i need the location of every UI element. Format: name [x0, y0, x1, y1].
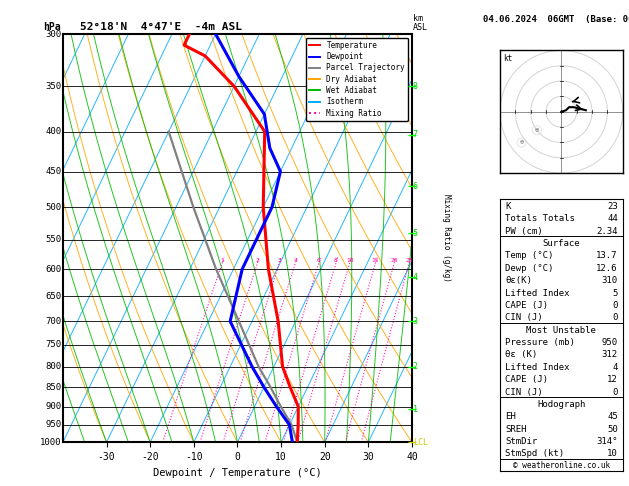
- Text: 13.7: 13.7: [596, 251, 618, 260]
- Text: CAPE (J): CAPE (J): [505, 301, 548, 310]
- Text: 800: 800: [45, 362, 61, 371]
- Text: 5: 5: [613, 289, 618, 297]
- Text: 2: 2: [255, 259, 259, 263]
- Text: 44: 44: [607, 214, 618, 224]
- Text: Pressure (mb): Pressure (mb): [505, 338, 575, 347]
- Text: K: K: [505, 202, 510, 211]
- Text: Hodograph: Hodograph: [537, 400, 586, 409]
- Text: CAPE (J): CAPE (J): [505, 375, 548, 384]
- Text: 0: 0: [613, 301, 618, 310]
- Text: 45: 45: [607, 412, 618, 421]
- Text: Lifted Index: Lifted Index: [505, 289, 569, 297]
- Text: 550: 550: [45, 235, 61, 244]
- Text: SREH: SREH: [505, 425, 526, 434]
- Text: hPa: hPa: [43, 22, 61, 32]
- Text: 15: 15: [372, 259, 379, 263]
- Text: 750: 750: [45, 340, 61, 349]
- Text: 6: 6: [317, 259, 321, 263]
- Text: 2: 2: [413, 362, 418, 371]
- Text: 314°: 314°: [596, 437, 618, 446]
- Text: Mixing Ratio (g/kg): Mixing Ratio (g/kg): [442, 194, 452, 282]
- Text: 850: 850: [45, 382, 61, 392]
- Text: 950: 950: [602, 338, 618, 347]
- Text: km
ASL: km ASL: [413, 14, 428, 32]
- Text: 3: 3: [413, 317, 418, 326]
- Text: 310: 310: [602, 276, 618, 285]
- Legend: Temperature, Dewpoint, Parcel Trajectory, Dry Adiabat, Wet Adiabat, Isotherm, Mi: Temperature, Dewpoint, Parcel Trajectory…: [306, 38, 408, 121]
- Text: 8: 8: [413, 82, 418, 91]
- Text: θε (K): θε (K): [505, 350, 537, 360]
- Text: 300: 300: [45, 30, 61, 38]
- Text: 12.6: 12.6: [596, 264, 618, 273]
- Text: 450: 450: [45, 167, 61, 176]
- Text: 1000: 1000: [40, 438, 61, 447]
- X-axis label: Dewpoint / Temperature (°C): Dewpoint / Temperature (°C): [153, 468, 322, 478]
- Text: 650: 650: [45, 292, 61, 301]
- Text: 6: 6: [413, 182, 418, 191]
- Text: StmSpd (kt): StmSpd (kt): [505, 450, 564, 458]
- Text: 4: 4: [293, 259, 297, 263]
- Text: ⊕: ⊕: [535, 127, 539, 133]
- Text: StmDir: StmDir: [505, 437, 537, 446]
- Text: Lifted Index: Lifted Index: [505, 363, 569, 372]
- Text: Most Unstable: Most Unstable: [526, 326, 596, 335]
- Text: 50: 50: [607, 425, 618, 434]
- Text: 4: 4: [413, 273, 418, 282]
- Text: θε(K): θε(K): [505, 276, 532, 285]
- Text: 04.06.2024  06GMT  (Base: 06): 04.06.2024 06GMT (Base: 06): [484, 15, 629, 24]
- Text: 312: 312: [602, 350, 618, 360]
- Text: CIN (J): CIN (J): [505, 313, 543, 322]
- Text: 10: 10: [346, 259, 353, 263]
- Text: 2.34: 2.34: [596, 227, 618, 236]
- Text: 600: 600: [45, 264, 61, 274]
- Text: 0: 0: [613, 313, 618, 322]
- Text: 500: 500: [45, 203, 61, 212]
- Text: 1: 1: [413, 405, 418, 414]
- Text: 8: 8: [334, 259, 338, 263]
- Text: Dewp (°C): Dewp (°C): [505, 264, 554, 273]
- Text: 52°18'N  4°47'E  -4m ASL: 52°18'N 4°47'E -4m ASL: [81, 22, 242, 32]
- Text: Totals Totals: Totals Totals: [505, 214, 575, 224]
- Text: 3: 3: [277, 259, 281, 263]
- Text: 7: 7: [413, 130, 418, 139]
- Text: LCL: LCL: [413, 438, 428, 447]
- Text: 350: 350: [45, 82, 61, 91]
- Text: 4: 4: [613, 363, 618, 372]
- Text: 12: 12: [607, 375, 618, 384]
- Text: 700: 700: [45, 317, 61, 326]
- Text: 25: 25: [405, 259, 413, 263]
- Text: 23: 23: [607, 202, 618, 211]
- Text: © weatheronline.co.uk: © weatheronline.co.uk: [513, 461, 610, 470]
- Text: 900: 900: [45, 402, 61, 411]
- Text: Temp (°C): Temp (°C): [505, 251, 554, 260]
- Text: ⊕: ⊕: [520, 139, 524, 145]
- Text: 1: 1: [220, 259, 224, 263]
- Text: 10: 10: [607, 450, 618, 458]
- Text: EH: EH: [505, 412, 516, 421]
- Text: Surface: Surface: [543, 239, 580, 248]
- Text: PW (cm): PW (cm): [505, 227, 543, 236]
- Text: 0: 0: [613, 387, 618, 397]
- Text: 950: 950: [45, 420, 61, 429]
- Text: 400: 400: [45, 127, 61, 136]
- Text: 20: 20: [391, 259, 398, 263]
- Text: kt: kt: [503, 53, 513, 63]
- Text: CIN (J): CIN (J): [505, 387, 543, 397]
- Text: 5: 5: [413, 229, 418, 238]
